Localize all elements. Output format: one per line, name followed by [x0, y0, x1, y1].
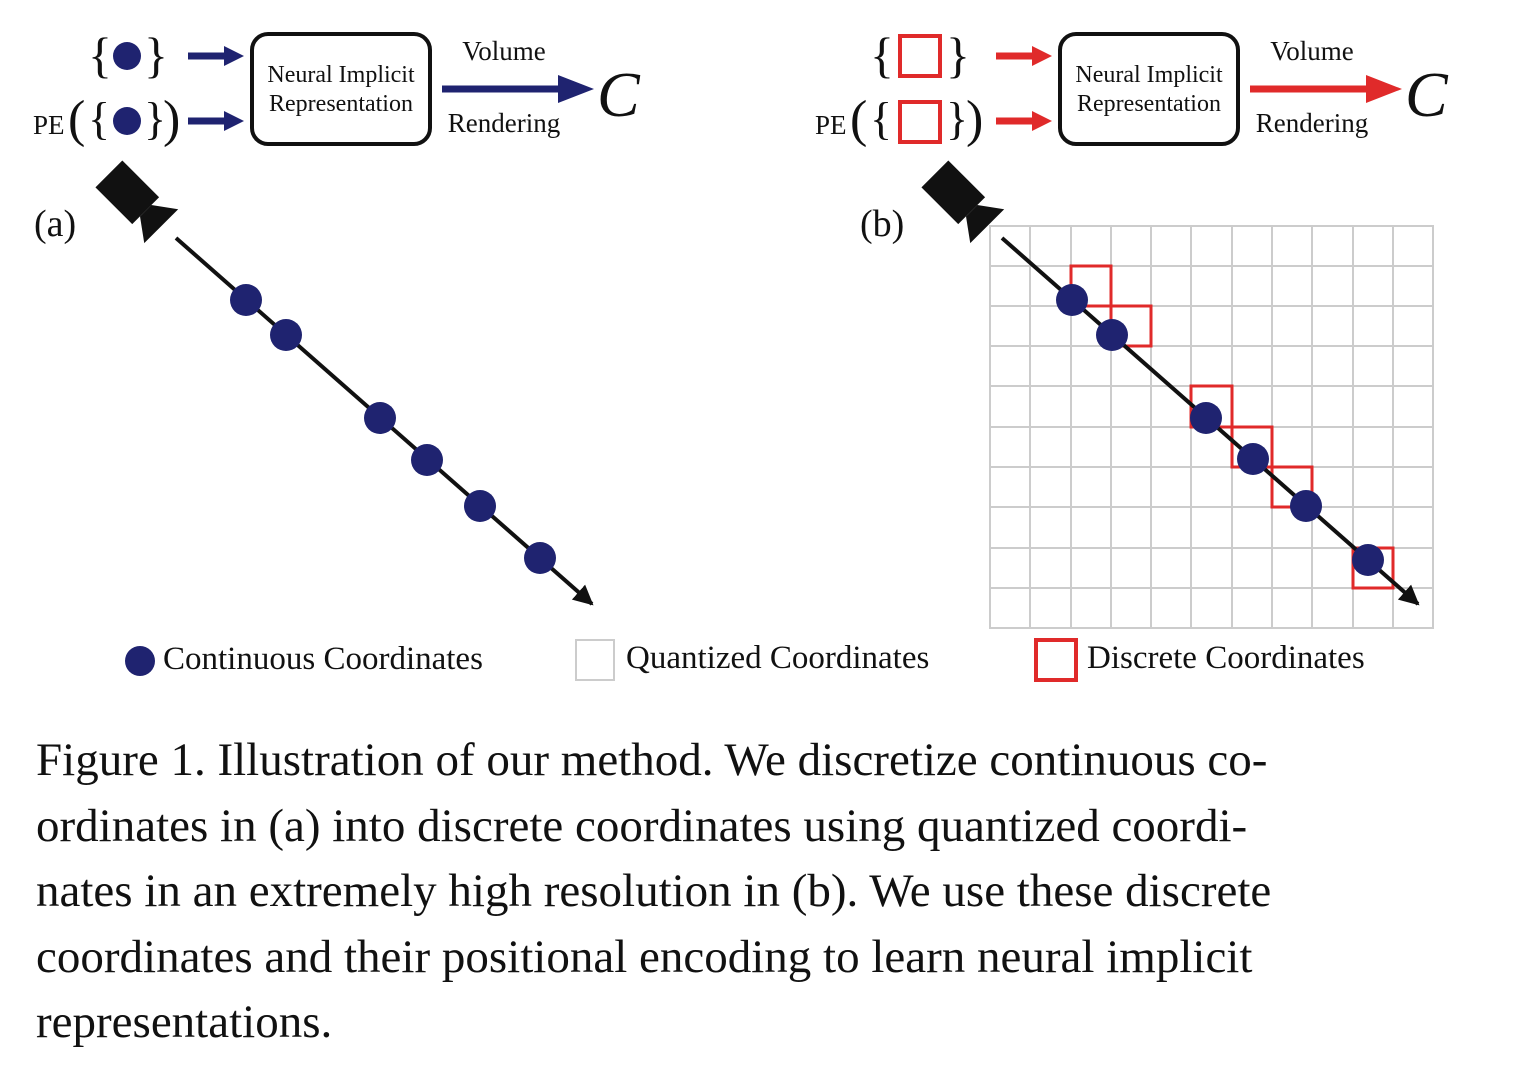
- brace-left-icon: {: [870, 93, 892, 144]
- sample-point: [1096, 319, 1128, 351]
- sample-point: [270, 319, 302, 351]
- box-label-line2: Representation: [269, 91, 413, 117]
- caption-line: nates in an extremely high resolution in…: [36, 865, 1272, 917]
- sample-point: [1056, 284, 1088, 316]
- arrow-top-label: Volume: [1270, 36, 1354, 66]
- caption-line: Figure 1. Illustration of our method. We…: [36, 734, 1268, 786]
- legend-continuous-label: Continuous Coordinates: [163, 641, 483, 677]
- box-label-line1: Neural Implicit: [267, 62, 415, 88]
- arrow-right-icon: [188, 46, 244, 66]
- legend-discrete-icon: [1034, 638, 1078, 682]
- box-label-line2: Representation: [1077, 91, 1221, 117]
- sample-point: [230, 284, 262, 316]
- sample-point: [1352, 544, 1384, 576]
- camera-icon: [95, 160, 179, 244]
- output-color-symbol: C: [597, 59, 641, 130]
- brace-left-icon: {: [88, 27, 112, 83]
- legend-quantized-icon: [575, 639, 615, 681]
- caption-line: coordinates and their positional encodin…: [36, 930, 1253, 983]
- sample-point: [364, 402, 396, 434]
- neural-implicit-box: [250, 32, 432, 146]
- sample-point: [411, 444, 443, 476]
- caption-line: representations.: [36, 996, 333, 1048]
- sample-point: [524, 542, 556, 574]
- arrow-right-icon: [996, 46, 1052, 66]
- brace-left-icon: {: [870, 27, 894, 83]
- legend-continuous-icon: [125, 646, 155, 676]
- paren-right-icon: ): [163, 91, 180, 148]
- continuous-point-icon: [113, 107, 141, 135]
- neural-implicit-box: [1058, 32, 1240, 146]
- paren-left-icon: (: [850, 91, 867, 148]
- pe-label: PE: [33, 110, 65, 140]
- brace-left-icon: {: [88, 93, 110, 144]
- paren-right-icon: ): [966, 91, 983, 148]
- brace-right-icon: }: [946, 27, 970, 83]
- legend: Continuous Coordinates Quantized Coordin…: [125, 638, 1365, 682]
- brace-right-icon: }: [144, 27, 168, 83]
- panel-label-a: (a): [34, 203, 76, 245]
- sample-point: [1190, 402, 1222, 434]
- sample-point: [1237, 443, 1269, 475]
- continuous-point-icon: [113, 42, 141, 70]
- caption-line: ordinates in (a) into discrete coordinat…: [36, 799, 1248, 852]
- paren-left-icon: (: [68, 91, 85, 148]
- arrow-right-icon: [996, 111, 1052, 131]
- sample-point: [1290, 490, 1322, 522]
- figure-caption: Figure 1. Illustration of our method. We…: [36, 728, 1452, 1056]
- sample-point: [464, 490, 496, 522]
- pe-label: PE: [815, 110, 847, 140]
- arrow-head-icon: [1366, 75, 1402, 103]
- discrete-point-icon: [898, 100, 942, 144]
- output-color-symbol: C: [1405, 59, 1449, 130]
- camera-icon: [921, 160, 1005, 244]
- continuous-samples: [1056, 284, 1384, 576]
- continuous-samples: [230, 284, 556, 574]
- arrow-head-icon: [558, 75, 594, 103]
- legend-quantized-label: Quantized Coordinates: [626, 640, 929, 676]
- arrow-top-label: Volume: [462, 36, 546, 66]
- arrow-bottom-label: Rendering: [448, 108, 560, 138]
- arrow-bottom-label: Rendering: [1256, 108, 1368, 138]
- method-illustration: { } PE ( { } ) Neural Implicit Represent…: [33, 27, 1449, 682]
- discrete-point-icon: [898, 34, 942, 78]
- legend-discrete-label: Discrete Coordinates: [1087, 640, 1365, 676]
- panel-b: { } PE ( { } ) Neural Implicit Represent…: [815, 27, 1449, 629]
- arrow-right-icon: [188, 111, 244, 131]
- box-label-line1: Neural Implicit: [1075, 62, 1223, 88]
- brace-right-icon: }: [144, 93, 166, 144]
- panel-label-b: (b): [860, 203, 904, 245]
- panel-a: { } PE ( { } ) Neural Implicit Represent…: [33, 27, 641, 606]
- brace-right-icon: }: [946, 93, 968, 144]
